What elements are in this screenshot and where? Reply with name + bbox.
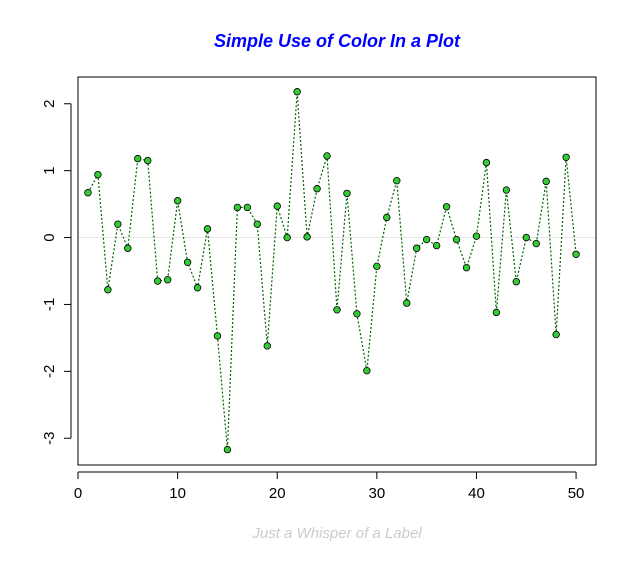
data-point [223, 445, 232, 454]
data-point [233, 203, 242, 212]
data-point [383, 213, 391, 222]
data-point [353, 310, 361, 318]
data-point [452, 235, 461, 244]
data-point [542, 177, 550, 186]
y-tick-label: -3 [41, 432, 58, 445]
x-axis: 0 10 20 30 40 50 [74, 471, 585, 502]
data-point [193, 284, 202, 292]
data-point [333, 306, 341, 314]
x-tick-label: 30 [369, 485, 386, 502]
data-point [412, 244, 421, 252]
data-point [293, 88, 301, 96]
x-tick-label: 40 [468, 485, 485, 502]
data-point [373, 262, 381, 271]
data-point [393, 176, 401, 185]
data-point [572, 250, 580, 258]
x-tick-label: 20 [269, 485, 286, 502]
data-point [522, 233, 530, 242]
data-point [502, 186, 511, 194]
x-axis-label: Just a Whisper of a Label [251, 525, 422, 542]
data-point [203, 225, 212, 233]
data-point [283, 233, 291, 242]
data-point [323, 152, 331, 160]
data-point [243, 203, 252, 212]
data-point [432, 241, 441, 250]
x-tick-label: 50 [568, 485, 585, 502]
data-point [273, 202, 281, 210]
data-point [153, 277, 162, 285]
data-point [552, 330, 560, 339]
data-point [532, 239, 540, 248]
data-point [144, 156, 152, 165]
data-point [363, 366, 371, 375]
plot-box [77, 76, 597, 466]
data-point [303, 233, 311, 241]
data-point [253, 220, 262, 228]
data-point [313, 185, 321, 193]
y-axis: -3 -2 -1 0 1 2 [41, 100, 72, 445]
data-point [442, 203, 451, 211]
data-point [462, 263, 471, 272]
data-point [104, 286, 112, 294]
series-group [84, 88, 580, 454]
data-point [84, 189, 92, 197]
data-point [512, 278, 521, 286]
data-point [343, 189, 351, 198]
data-point [263, 342, 271, 350]
data-point [124, 244, 132, 252]
data-point [134, 154, 142, 163]
data-point [183, 258, 192, 266]
y-tick-label: -1 [41, 298, 58, 311]
y-tick-label: 2 [41, 100, 58, 108]
y-tick-label: -2 [41, 365, 58, 378]
data-point [94, 170, 102, 179]
x-tick-label: 10 [169, 485, 186, 502]
data-point [472, 232, 481, 240]
data-point [562, 153, 570, 161]
data-point [173, 197, 182, 205]
data-point [163, 276, 172, 284]
data-point [213, 332, 222, 340]
data-point [492, 308, 501, 317]
data-point [403, 299, 411, 307]
data-point [422, 235, 431, 244]
x-tick-label: 0 [74, 485, 82, 502]
data-point [114, 220, 122, 228]
y-tick-label: 1 [41, 166, 58, 174]
data-point [482, 158, 491, 167]
y-tick-label: 0 [41, 233, 58, 241]
series-line [87, 91, 577, 450]
chart-title: Simple Use of Color In a Plot [214, 31, 461, 51]
